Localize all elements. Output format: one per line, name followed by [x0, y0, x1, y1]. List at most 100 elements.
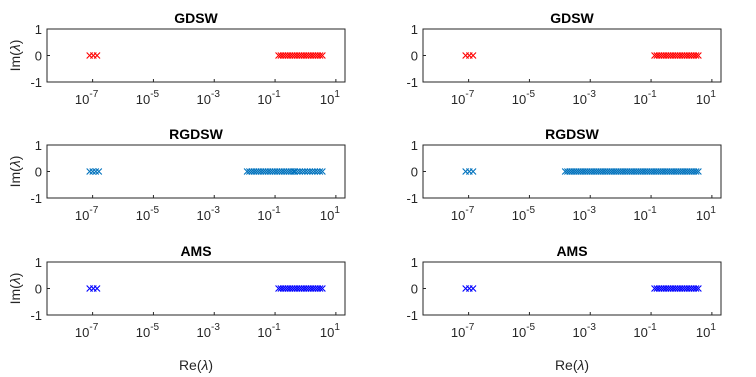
x-tick-label: 10-7 [451, 322, 475, 340]
data-point [311, 168, 319, 175]
data-point [469, 168, 477, 175]
x-tick-label: 10-1 [633, 205, 657, 223]
data-point [93, 285, 101, 292]
y-tick-label: -1 [30, 191, 42, 206]
x-tick-label: 10-3 [197, 89, 221, 107]
data-point [296, 168, 304, 175]
y-axis-label: Im(λ) [7, 273, 23, 305]
y-tick-label: 1 [35, 255, 42, 270]
panel-title: RGDSW [545, 126, 599, 142]
panel-title: GDSW [550, 10, 594, 26]
y-tick-label: -1 [30, 75, 42, 90]
x-tick-label: 10-5 [136, 89, 160, 107]
x-tick-label: 10-5 [512, 322, 536, 340]
panel-1: GDSW -1 0 1 10-7 10-5 10-3 10-1 101 Im(λ) [7, 10, 346, 107]
data-point [318, 168, 326, 175]
y-tick-label: 0 [35, 49, 42, 64]
data-point [92, 168, 100, 175]
x-tick-label: 10-1 [633, 89, 657, 107]
data-point [316, 285, 324, 292]
x-tick-label: 10-7 [75, 205, 99, 223]
data-point [89, 168, 97, 175]
x-tick-label: 10-5 [512, 89, 536, 107]
x-tick-label: 101 [320, 322, 340, 340]
y-axis-label: Im(λ) [7, 156, 23, 188]
y-tick-label: -1 [30, 308, 42, 323]
panel-2: GDSW -1 0 1 10-7 10-5 10-3 10-1 101 [406, 10, 722, 107]
data-point [309, 168, 316, 175]
panel-title: AMS [180, 243, 211, 259]
y-tick-label: -1 [406, 75, 418, 90]
x-tick-label: 10-3 [573, 89, 597, 107]
x-tick-label: 101 [696, 322, 716, 340]
y-axis-label: Im(λ) [7, 40, 23, 72]
axes-box [46, 28, 346, 83]
y-tick-label: 1 [411, 255, 418, 270]
y-tick-label: 1 [411, 22, 418, 37]
y-tick-label: 0 [35, 165, 42, 180]
x-tick-label: 10-3 [197, 322, 221, 340]
data-point [469, 52, 477, 59]
axes-box [422, 28, 722, 83]
axes-box [46, 261, 346, 316]
x-tick-label: 10-5 [136, 205, 160, 223]
y-tick-label: -1 [406, 308, 418, 323]
x-tick-label: 10-1 [257, 89, 281, 107]
x-tick-label: 10-3 [573, 205, 597, 223]
axes-box [422, 261, 722, 316]
y-tick-label: 1 [35, 22, 42, 37]
y-tick-label: -1 [406, 191, 418, 206]
data-point [318, 285, 326, 292]
x-tick-label: 101 [320, 89, 340, 107]
x-tick-label: 10-5 [136, 322, 160, 340]
x-tick-label: 10-1 [633, 322, 657, 340]
data-point [692, 52, 700, 59]
y-tick-label: 1 [411, 138, 418, 153]
y-tick-label: 0 [35, 282, 42, 297]
panel-4: RGDSW -1 0 1 10-7 10-5 10-3 10-1 101 [406, 126, 722, 223]
data-point [86, 168, 94, 175]
x-tick-label: 10-7 [75, 89, 99, 107]
y-tick-label: 0 [411, 165, 418, 180]
data-point [694, 52, 702, 59]
data-point [314, 168, 321, 175]
x-tick-label: 101 [696, 205, 716, 223]
x-axis-label: Re(λ) [555, 357, 589, 373]
y-tick-label: 1 [35, 138, 42, 153]
x-axis-label: Re(λ) [179, 357, 213, 373]
data-point [694, 168, 702, 175]
x-tick-label: 10-3 [197, 205, 221, 223]
data-point [318, 52, 326, 59]
data-point [316, 52, 324, 59]
x-tick-label: 10-7 [75, 322, 99, 340]
y-tick-label: 0 [411, 282, 418, 297]
x-tick-label: 10-7 [451, 205, 475, 223]
data-point [304, 168, 311, 175]
panel-title: RGDSW [169, 126, 223, 142]
data-point [692, 285, 700, 292]
x-tick-label: 10-1 [257, 205, 281, 223]
data-point [291, 168, 299, 175]
data-point [95, 168, 103, 175]
data-point [692, 168, 700, 175]
data-point [294, 168, 301, 175]
panel-title: GDSW [174, 10, 218, 26]
data-point [694, 285, 702, 292]
panel-3: RGDSW -1 0 1 10-7 10-5 10-3 10-1 101 Im(λ) [7, 126, 346, 223]
x-tick-label: 10-7 [451, 89, 475, 107]
x-tick-label: 10-3 [573, 322, 597, 340]
data-point [301, 168, 309, 175]
panel-title: AMS [556, 243, 587, 259]
data-point [93, 52, 101, 59]
x-tick-label: 101 [320, 205, 340, 223]
data-point [316, 168, 324, 175]
panel-5: AMS -1 0 1 10-7 10-5 10-3 10-1 101 Im(λ) Re(λ) [7, 243, 346, 373]
y-tick-label: 0 [411, 49, 418, 64]
data-point [306, 168, 314, 175]
x-tick-label: 10-1 [257, 322, 281, 340]
x-tick-label: 10-5 [512, 205, 536, 223]
data-point [469, 285, 477, 292]
data-point [299, 168, 306, 175]
panel-6: AMS -1 0 1 10-7 10-5 10-3 10-1 101 Re(λ) [406, 243, 722, 373]
